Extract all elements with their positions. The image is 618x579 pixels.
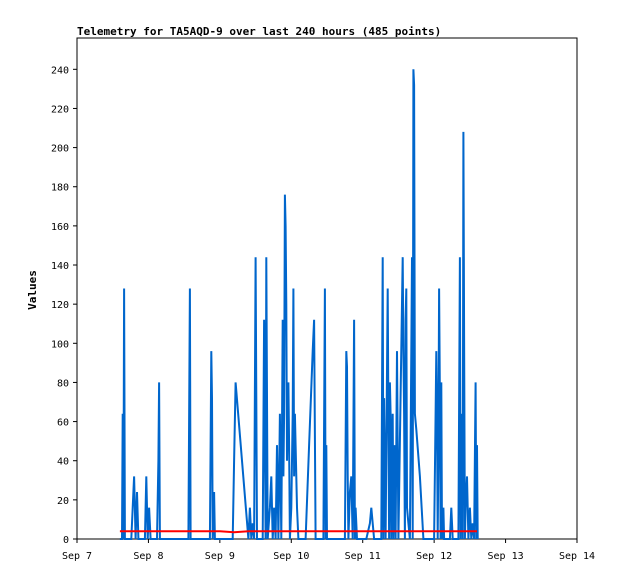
x-tick-label: Sep 11: [345, 551, 381, 562]
x-tick-label: Sep 9: [205, 551, 235, 562]
x-tick-label: Sep 7: [62, 551, 92, 562]
x-tick-label: Sep 8: [133, 551, 163, 562]
series-line-blue: [119, 69, 479, 540]
y-axis-label: Values: [26, 270, 39, 310]
y-tick-label: 200: [51, 144, 69, 155]
chart-title: Telemetry for TA5AQD-9 over last 240 hou…: [77, 25, 441, 38]
series-layer: [119, 69, 479, 540]
y-tick-label: 240: [51, 65, 69, 76]
y-tick-label: 220: [51, 104, 69, 115]
y-tick-label: 80: [57, 378, 69, 389]
y-tick-label: 160: [51, 222, 69, 233]
y-axis-ticks: 0 20 40 60 80 100 120 140 160 180 200 220 240: [51, 65, 77, 546]
y-tick-label: 120: [51, 300, 69, 311]
y-tick-label: 180: [51, 183, 69, 194]
x-axis-ticks: Sep 7 Sep 8 Sep 9 Sep 10 Sep 11 Sep 12 Sep 13 S…: [62, 539, 595, 562]
x-tick-label: Sep 13: [488, 551, 524, 562]
y-tick-label: 20: [57, 496, 69, 507]
series-line-red: [119, 530, 477, 534]
y-tick-label: 100: [51, 339, 69, 350]
y-tick-label: 140: [51, 261, 69, 272]
x-tick-label: Sep 10: [273, 551, 309, 562]
y-tick-label: 40: [57, 457, 69, 468]
y-tick-label: 60: [57, 418, 69, 429]
x-tick-label: Sep 14: [559, 551, 595, 562]
y-tick-label: 0: [63, 535, 69, 546]
x-tick-label: Sep 12: [416, 551, 452, 562]
